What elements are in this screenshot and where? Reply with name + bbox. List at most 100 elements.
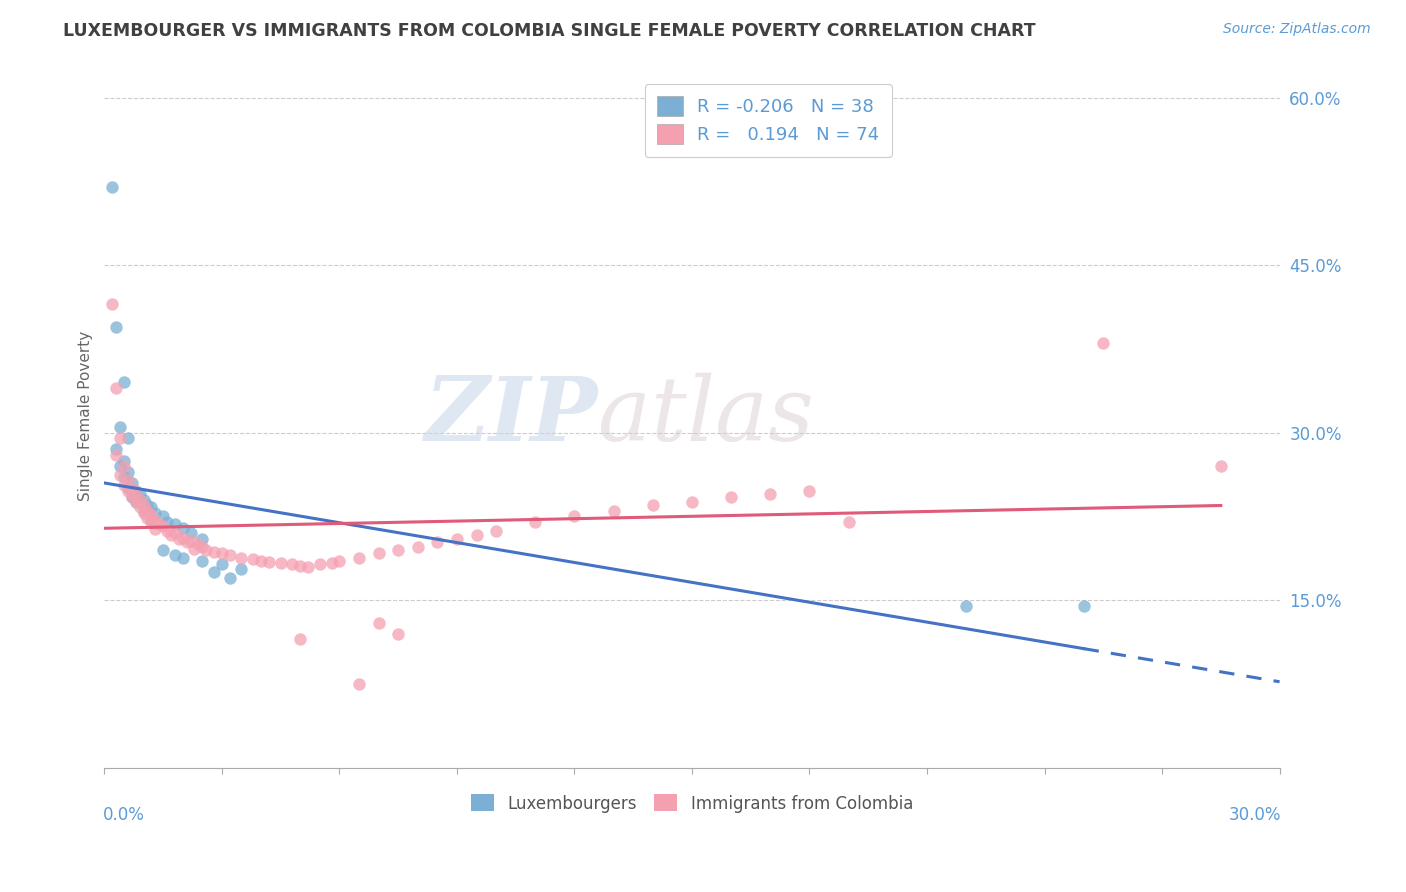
- Point: [172, 550, 194, 565]
- Legend: Luxembourgers, Immigrants from Colombia: Luxembourgers, Immigrants from Colombia: [464, 788, 920, 819]
- Point: [218, 549, 240, 563]
- Point: [117, 473, 139, 487]
- Point: [641, 498, 664, 512]
- Point: [347, 550, 370, 565]
- Point: [163, 517, 186, 532]
- Point: [485, 524, 508, 538]
- Point: [367, 546, 389, 560]
- Point: [101, 297, 124, 311]
- Point: [191, 532, 214, 546]
- Point: [838, 515, 860, 529]
- Text: ZIP: ZIP: [425, 373, 598, 459]
- Point: [117, 431, 139, 445]
- Point: [242, 552, 264, 566]
- Point: [163, 526, 186, 541]
- Point: [108, 420, 131, 434]
- Point: [128, 487, 150, 501]
- Point: [112, 453, 135, 467]
- Point: [218, 571, 240, 585]
- Point: [112, 478, 135, 492]
- Point: [297, 559, 319, 574]
- Point: [172, 520, 194, 534]
- Point: [602, 504, 624, 518]
- Point: [132, 504, 155, 518]
- Point: [128, 500, 150, 515]
- Point: [108, 468, 131, 483]
- Point: [720, 491, 742, 505]
- Point: [152, 509, 174, 524]
- Point: [101, 180, 124, 194]
- Text: LUXEMBOURGER VS IMMIGRANTS FROM COLOMBIA SINGLE FEMALE POVERTY CORRELATION CHART: LUXEMBOURGER VS IMMIGRANTS FROM COLOMBIA…: [63, 22, 1036, 40]
- Point: [117, 483, 139, 498]
- Point: [141, 513, 163, 527]
- Point: [328, 554, 350, 568]
- Point: [141, 508, 163, 523]
- Point: [257, 555, 280, 569]
- Point: [406, 540, 429, 554]
- Point: [1092, 336, 1115, 351]
- Point: [347, 677, 370, 691]
- Point: [121, 491, 143, 505]
- Point: [141, 515, 163, 529]
- Point: [465, 528, 488, 542]
- Point: [167, 532, 190, 546]
- Point: [132, 506, 155, 520]
- Point: [270, 557, 292, 571]
- Point: [524, 515, 547, 529]
- Point: [387, 542, 409, 557]
- Point: [125, 495, 148, 509]
- Point: [143, 522, 166, 536]
- Point: [121, 482, 143, 496]
- Point: [112, 459, 135, 474]
- Point: [121, 491, 143, 505]
- Point: [105, 442, 128, 457]
- Point: [202, 566, 225, 580]
- Point: [132, 498, 155, 512]
- Point: [180, 526, 202, 541]
- Y-axis label: Single Female Poverty: Single Female Poverty: [79, 331, 93, 501]
- Point: [108, 431, 131, 445]
- Point: [136, 504, 159, 518]
- Point: [231, 562, 253, 576]
- Point: [160, 528, 183, 542]
- Point: [176, 535, 198, 549]
- Point: [367, 615, 389, 630]
- Point: [1073, 599, 1095, 613]
- Point: [799, 483, 821, 498]
- Point: [143, 513, 166, 527]
- Point: [136, 510, 159, 524]
- Point: [148, 517, 170, 532]
- Point: [202, 545, 225, 559]
- Point: [143, 506, 166, 520]
- Point: [308, 558, 330, 572]
- Point: [191, 540, 214, 554]
- Point: [564, 509, 586, 524]
- Text: atlas: atlas: [598, 373, 814, 459]
- Point: [105, 448, 128, 462]
- Point: [163, 549, 186, 563]
- Point: [759, 487, 782, 501]
- Point: [191, 554, 214, 568]
- Point: [117, 482, 139, 496]
- Point: [128, 492, 150, 507]
- Point: [211, 558, 233, 572]
- Point: [156, 524, 179, 538]
- Point: [290, 558, 312, 573]
- Point: [281, 558, 304, 572]
- Point: [117, 465, 139, 479]
- Point: [183, 541, 205, 556]
- Point: [321, 557, 343, 571]
- Point: [125, 495, 148, 509]
- Point: [105, 319, 128, 334]
- Point: [121, 475, 143, 490]
- Point: [172, 531, 194, 545]
- Point: [387, 626, 409, 640]
- Point: [231, 550, 253, 565]
- Point: [187, 537, 209, 551]
- Point: [211, 546, 233, 560]
- Point: [955, 599, 977, 613]
- Point: [446, 532, 468, 546]
- Point: [250, 554, 273, 568]
- Point: [152, 519, 174, 533]
- Point: [125, 487, 148, 501]
